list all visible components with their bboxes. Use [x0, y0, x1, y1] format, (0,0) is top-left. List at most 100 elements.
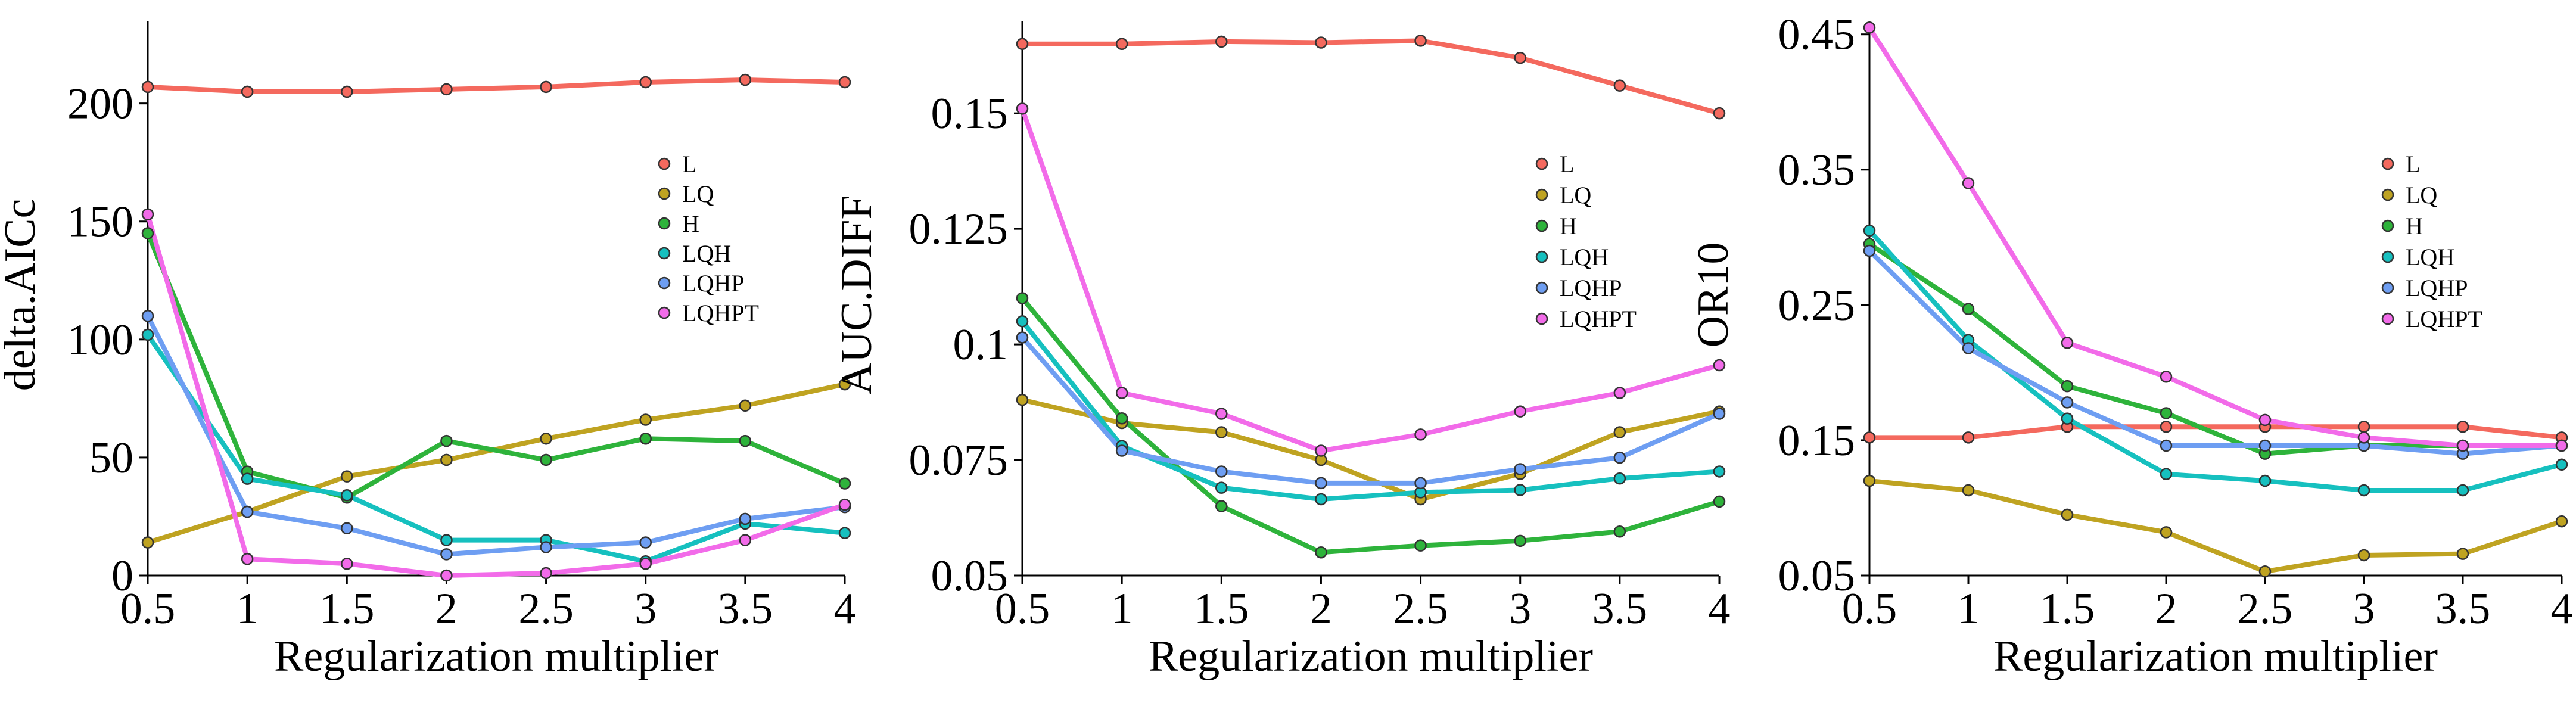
y-tick-label: 150: [67, 198, 133, 247]
x-tick-label: 0.5: [995, 584, 1050, 633]
legend-marker-l: [2381, 157, 2394, 170]
legend-marker-lqhp: [658, 276, 671, 290]
legend-marker-lqhp: [1535, 281, 1548, 294]
series-line-h: [1020, 295, 1722, 555]
data-point-lqh: [1713, 465, 1726, 478]
y-tick-label: 0.05: [931, 552, 1009, 601]
legend-marker-lqh: [1535, 250, 1548, 263]
legend-label-lqh: LQH: [2406, 244, 2454, 270]
data-point-lq: [838, 378, 851, 391]
y-tick-label: 0.15: [1778, 416, 1856, 465]
x-tick-label: 2.5: [518, 584, 574, 633]
legend-label-lqh: LQH: [1560, 244, 1609, 270]
data-point-l: [2357, 420, 2370, 433]
data-point-l: [2456, 420, 2469, 433]
data-point-l: [1215, 35, 1228, 48]
data-point-lq: [341, 470, 353, 483]
series-line-lqh: [1020, 319, 1722, 502]
legend-label-lqhp: LQHP: [1560, 275, 1622, 301]
y-tick-label: 0.25: [1778, 281, 1856, 330]
data-point-h: [1962, 303, 1975, 315]
series-line-l: [1867, 424, 2564, 440]
legend-label-lq: LQ: [1560, 182, 1591, 209]
data-point-lq: [2456, 548, 2469, 560]
legend-label-lq: LQ: [2406, 182, 2437, 209]
data-point-l: [141, 80, 154, 94]
data-point-lqhp: [739, 512, 752, 525]
data-point-lqhpt: [1215, 408, 1228, 420]
y-tick-label: 0.05: [1778, 552, 1856, 601]
data-point-l: [639, 76, 652, 89]
x-axis-title: Regularization multiplier: [1993, 632, 2438, 681]
data-point-lq: [639, 413, 652, 426]
data-point-lq: [1613, 426, 1626, 438]
data-point-lqhpt: [1315, 444, 1327, 457]
data-point-lqh: [1315, 493, 1327, 506]
data-point-lqhp: [341, 522, 353, 535]
data-point-lqhp: [2258, 439, 2272, 452]
data-point-l: [1613, 79, 1626, 92]
y-tick-label: 50: [89, 434, 133, 483]
data-point-lqhp: [1962, 342, 1975, 354]
data-point-h: [639, 432, 652, 445]
series-line-lqhp: [145, 313, 847, 557]
series-line-l: [1020, 38, 1722, 116]
data-point-lq: [2357, 549, 2370, 562]
series-line-lqhpt: [1020, 106, 1722, 453]
data-point-lqhpt: [2160, 370, 2173, 383]
data-point-l: [1962, 431, 1975, 444]
x-tick-label: 0.5: [120, 584, 176, 633]
data-point-h: [1613, 525, 1626, 538]
legend-marker-lq: [658, 187, 671, 200]
legend-marker-l: [1535, 157, 1548, 170]
data-point-lqhpt: [1514, 405, 1526, 418]
x-tick-label: 4: [1709, 584, 1731, 633]
series-line-lqhp: [1020, 335, 1722, 486]
data-point-h: [838, 477, 851, 490]
y-tick-label: 0.15: [931, 89, 1009, 138]
data-point-lqhpt: [241, 553, 254, 565]
data-point-h: [2160, 407, 2173, 419]
data-point-lqh: [341, 489, 353, 502]
data-point-l: [2160, 420, 2173, 433]
data-point-lqhp: [1215, 465, 1228, 478]
data-point-lqhpt: [540, 567, 552, 580]
data-point-lqh: [1613, 472, 1626, 485]
x-tick-label: 1: [237, 584, 259, 633]
y-tick-label: 0.35: [1778, 146, 1856, 195]
data-point-lqhp: [1115, 444, 1128, 457]
data-point-h: [739, 434, 752, 447]
x-tick-label: 3: [1509, 584, 1531, 633]
x-tick-label: 2.5: [1393, 584, 1448, 633]
data-point-lq: [1215, 426, 1228, 438]
data-point-l: [739, 73, 752, 86]
x-tick-label: 3: [2353, 584, 2375, 633]
data-point-lqhpt: [1414, 428, 1427, 441]
data-point-lqhp: [2061, 396, 2074, 409]
data-point-lqhpt: [739, 534, 752, 546]
data-point-lqhpt: [1115, 387, 1128, 399]
x-tick-label: 1: [1958, 584, 1980, 633]
data-point-lqhp: [540, 541, 552, 553]
data-point-lqh: [1514, 484, 1526, 496]
data-point-lqhp: [1414, 477, 1427, 490]
data-point-lqhp: [1514, 463, 1526, 475]
data-point-lqhpt: [2357, 431, 2370, 444]
series-line-lqh: [145, 332, 847, 564]
series-line-lqhp: [1867, 248, 2564, 456]
series-line-lq: [1867, 478, 2564, 574]
legend-label-h: H: [1560, 213, 1577, 239]
data-point-lqhpt: [141, 208, 154, 221]
legend-label-lq: LQ: [682, 181, 714, 207]
data-point-lqh: [1016, 315, 1029, 328]
data-point-lqhp: [141, 309, 154, 322]
data-point-l: [1315, 36, 1327, 49]
legend-label-l: L: [1560, 151, 1574, 178]
data-point-lqh: [141, 328, 154, 341]
x-tick-label: 4: [834, 584, 856, 633]
legend-marker-l: [658, 157, 671, 170]
data-point-lqh: [241, 472, 254, 485]
legend-label-lqhpt: LQHPT: [682, 300, 759, 326]
data-point-lq: [1863, 474, 1876, 487]
data-point-h: [1115, 412, 1128, 425]
